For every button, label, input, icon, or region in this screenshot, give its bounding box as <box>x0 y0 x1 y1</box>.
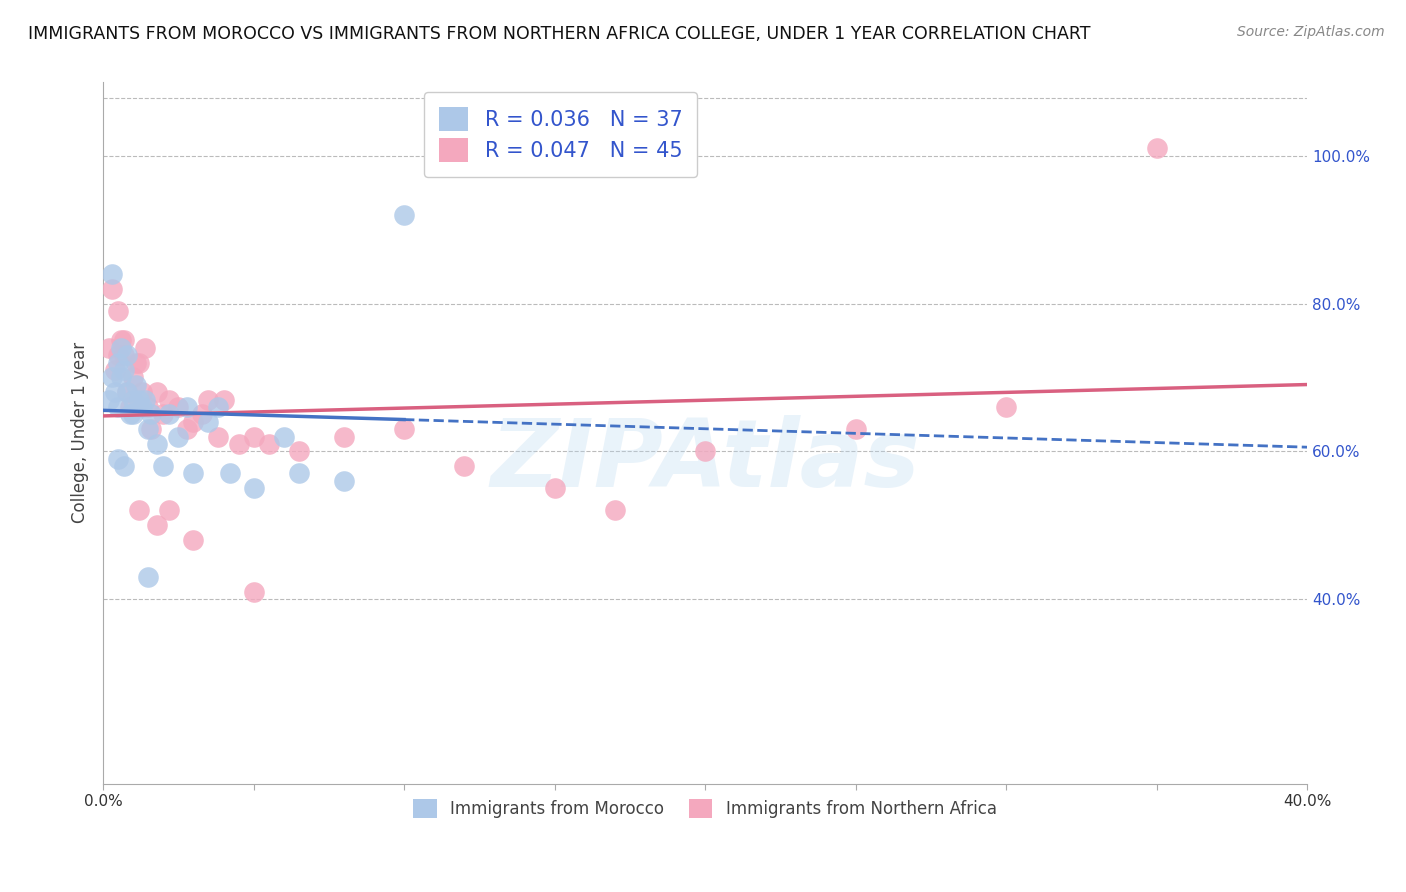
Point <box>107 356 129 370</box>
Point <box>98 392 121 407</box>
Point <box>207 429 229 443</box>
Point <box>197 415 219 429</box>
Point <box>115 348 138 362</box>
Point <box>157 392 180 407</box>
Point <box>157 408 180 422</box>
Point <box>146 437 169 451</box>
Point <box>120 408 142 422</box>
Point <box>287 444 309 458</box>
Point <box>242 429 264 443</box>
Point <box>1146 141 1168 155</box>
Point <box>112 334 135 348</box>
Point <box>287 467 309 481</box>
Point <box>197 392 219 407</box>
Point <box>115 385 138 400</box>
Point <box>122 370 145 384</box>
Point <box>167 429 190 443</box>
Point <box>136 570 159 584</box>
Point <box>110 334 132 348</box>
Point <box>242 584 264 599</box>
Point <box>207 400 229 414</box>
Point <box>104 363 127 377</box>
Point <box>141 422 163 436</box>
Point <box>98 341 121 355</box>
Point <box>115 385 138 400</box>
Point <box>183 467 205 481</box>
Point <box>228 437 250 451</box>
Point <box>218 467 240 481</box>
Point <box>128 392 150 407</box>
Point <box>107 348 129 362</box>
Point <box>101 267 124 281</box>
Point <box>167 400 190 414</box>
Point <box>107 451 129 466</box>
Point <box>125 377 148 392</box>
Point <box>134 341 156 355</box>
Point <box>122 408 145 422</box>
Text: Source: ZipAtlas.com: Source: ZipAtlas.com <box>1237 25 1385 39</box>
Point <box>120 400 142 414</box>
Point <box>107 400 129 414</box>
Point <box>392 208 415 222</box>
Point <box>273 429 295 443</box>
Legend: Immigrants from Morocco, Immigrants from Northern Africa: Immigrants from Morocco, Immigrants from… <box>406 792 1004 824</box>
Point <box>146 518 169 533</box>
Point <box>995 400 1018 414</box>
Point <box>392 422 415 436</box>
Point <box>136 400 159 414</box>
Point <box>543 481 565 495</box>
Text: ZIPAtlas: ZIPAtlas <box>491 415 920 507</box>
Point <box>603 503 626 517</box>
Point <box>131 400 153 414</box>
Point <box>110 341 132 355</box>
Point <box>134 392 156 407</box>
Point <box>107 304 129 318</box>
Point <box>128 503 150 517</box>
Point <box>136 422 159 436</box>
Point <box>104 385 127 400</box>
Point <box>101 282 124 296</box>
Point <box>112 363 135 377</box>
Point <box>122 392 145 407</box>
Point <box>157 503 180 517</box>
Point <box>131 385 153 400</box>
Point <box>101 370 124 384</box>
Point <box>845 422 868 436</box>
Point <box>333 429 356 443</box>
Point <box>146 385 169 400</box>
Point <box>112 348 135 362</box>
Point <box>242 481 264 495</box>
Point <box>183 415 205 429</box>
Point <box>257 437 280 451</box>
Point <box>333 474 356 488</box>
Point <box>128 356 150 370</box>
Point <box>125 356 148 370</box>
Text: IMMIGRANTS FROM MOROCCO VS IMMIGRANTS FROM NORTHERN AFRICA COLLEGE, UNDER 1 YEAR: IMMIGRANTS FROM MOROCCO VS IMMIGRANTS FR… <box>28 25 1091 43</box>
Point <box>152 408 174 422</box>
Point <box>152 458 174 473</box>
Point <box>176 422 198 436</box>
Point <box>183 533 205 547</box>
Point <box>110 370 132 384</box>
Point <box>453 458 475 473</box>
Point <box>112 458 135 473</box>
Point <box>693 444 716 458</box>
Point <box>212 392 235 407</box>
Point <box>176 400 198 414</box>
Point <box>141 408 163 422</box>
Y-axis label: College, Under 1 year: College, Under 1 year <box>72 343 89 524</box>
Point <box>191 408 214 422</box>
